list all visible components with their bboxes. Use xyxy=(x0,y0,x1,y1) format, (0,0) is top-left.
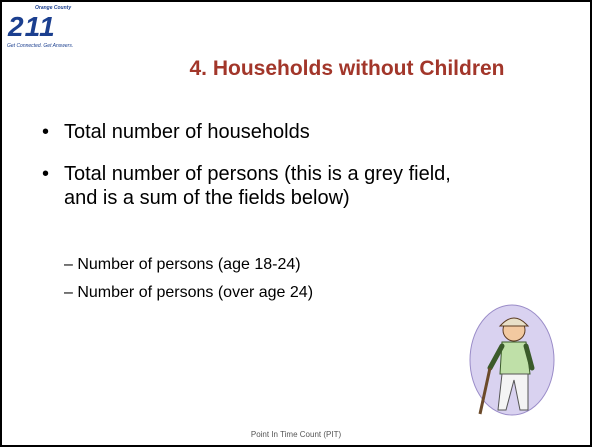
clipart-old-man xyxy=(469,304,555,416)
slide-title: 4. Households without Children xyxy=(189,57,505,80)
footer: Point In Time Count (PIT) xyxy=(250,430,342,439)
bullet: Total number of persons (this is a grey … xyxy=(42,162,459,210)
logo-top-text: Orange County xyxy=(35,5,72,11)
sub-bullet-list: Number of persons (age 18-24) Number of … xyxy=(64,255,313,311)
logo-mark: 211 xyxy=(8,11,56,42)
bullet: Total number of households xyxy=(42,120,459,144)
sub-bullet: Number of persons (age 18-24) xyxy=(64,255,313,275)
logo-tagline: Get Connected. Get Answers. xyxy=(7,43,74,49)
sub-bullet: Number of persons (over age 24) xyxy=(64,283,313,303)
bullet-list: Total number of households Total number … xyxy=(42,120,472,228)
